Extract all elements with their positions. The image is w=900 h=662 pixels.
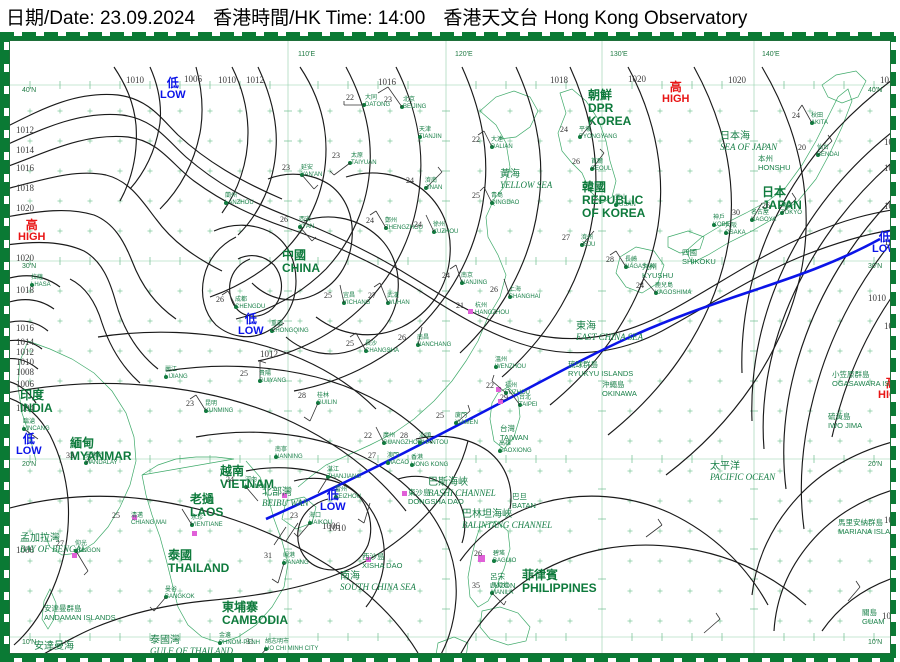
longitude-label: 100'E bbox=[242, 653, 260, 654]
isobars bbox=[10, 66, 890, 653]
longitude-label: 140'E bbox=[800, 653, 818, 654]
header-time: 香港時間/HK Time: 14:00 bbox=[213, 7, 426, 29]
graticule-lines bbox=[10, 41, 890, 653]
longitude-label: 110'E bbox=[330, 653, 347, 654]
grid-crosses bbox=[27, 108, 873, 624]
trough-line bbox=[265, 237, 881, 521]
chart-header: 日期/Date: 23.09.2024 香港時間/HK Time: 14:00 … bbox=[0, 0, 900, 32]
longitude-label: 120'E bbox=[488, 653, 506, 654]
weather-chart: .iso { fill:none; stroke:#1a1a1a; stroke… bbox=[0, 32, 900, 662]
longitude-label: 130'E bbox=[650, 653, 668, 654]
coastlines bbox=[17, 70, 867, 653]
header-date: 日期/Date: 23.09.2024 bbox=[6, 7, 196, 29]
header-organisation: 香港天文台 Hong Kong Observatory bbox=[443, 7, 748, 29]
station-plots bbox=[22, 86, 861, 653]
map-graphics: .iso { fill:none; stroke:#1a1a1a; stroke… bbox=[10, 41, 890, 653]
chart-canvas: .iso { fill:none; stroke:#1a1a1a; stroke… bbox=[9, 40, 891, 654]
